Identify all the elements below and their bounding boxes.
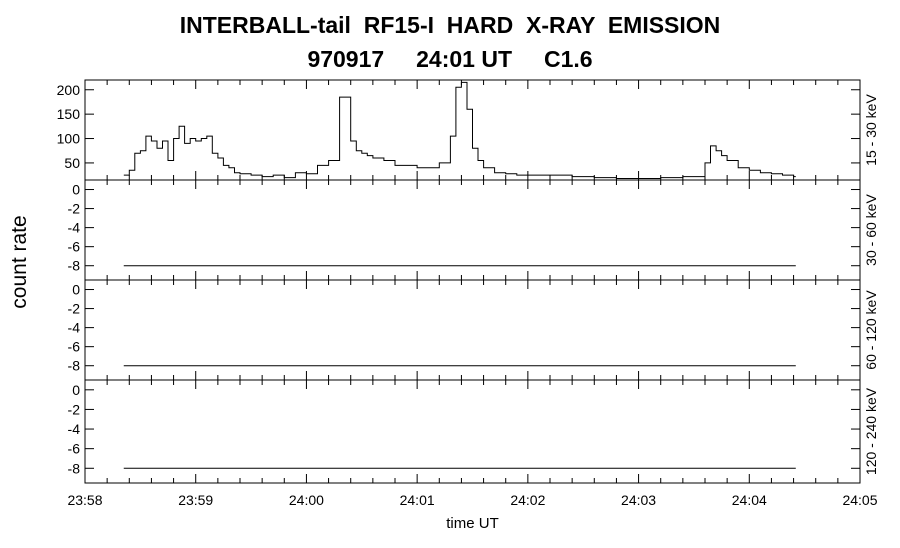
x-tick-label: 24:01 (400, 492, 435, 508)
x-tick-label: 24:05 (842, 492, 877, 508)
channel-label: 15 - 30 keV (863, 94, 879, 166)
y-tick-label: -2 (68, 301, 81, 317)
channel-label: 60 - 120 keV (863, 290, 879, 370)
y-tick-label: 0 (72, 282, 80, 298)
y-tick-label: -8 (68, 460, 81, 476)
y-tick-label: -4 (68, 320, 81, 336)
x-tick-label: 23:59 (178, 492, 213, 508)
y-tick-label: 100 (57, 131, 81, 147)
x-tick-label: 24:02 (510, 492, 545, 508)
x-tick-label: 24:03 (621, 492, 656, 508)
y-tick-label: -6 (68, 441, 81, 457)
y-tick-label: -2 (68, 401, 81, 417)
y-tick-label: 0 (72, 182, 80, 198)
series-line-1 (123, 81, 796, 179)
y-axis-label: count rate (8, 215, 31, 308)
y-tick-label: -6 (68, 339, 81, 355)
y-tick-label: -8 (68, 358, 81, 374)
y-tick-label: -8 (68, 258, 81, 274)
y-tick-label: 50 (64, 155, 80, 171)
y-tick-label: -6 (68, 239, 81, 255)
y-tick-label: 150 (57, 106, 81, 122)
x-axis-label: time UT (446, 515, 499, 532)
chart-title: INTERBALL-tail RF15-I HARD X-RAY EMISSIO… (179, 12, 721, 38)
panel-frame (84, 179, 861, 281)
panel-frame (84, 379, 861, 484)
x-tick-label: 23:58 (67, 492, 102, 508)
y-tick-label: 0 (72, 382, 80, 398)
y-tick-label: -4 (68, 220, 81, 236)
y-tick-label: -2 (68, 201, 81, 217)
x-tick-label: 24:04 (732, 492, 767, 508)
chart-subtitle: 970917 24:01 UT C1.6 (307, 46, 593, 72)
channel-label: 120 - 240 keV (863, 387, 879, 475)
y-tick-label: -4 (68, 421, 81, 437)
x-tick-label: 24:00 (289, 492, 324, 508)
panel-frame (84, 279, 861, 381)
channel-label: 30 - 60 keV (863, 194, 879, 266)
y-tick-label: 200 (57, 82, 81, 98)
